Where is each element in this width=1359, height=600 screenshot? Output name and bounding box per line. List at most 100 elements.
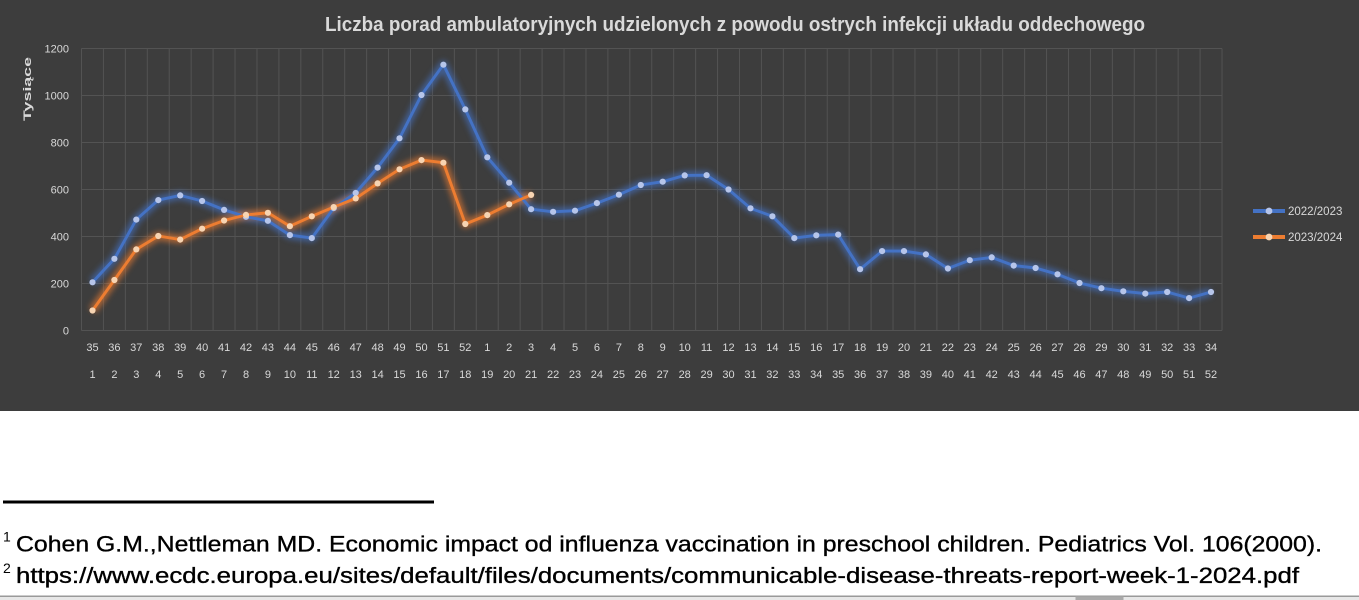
svg-text:46: 46 bbox=[1073, 369, 1085, 381]
svg-text:7: 7 bbox=[616, 342, 622, 354]
svg-text:31: 31 bbox=[744, 369, 756, 381]
svg-text:33: 33 bbox=[1183, 342, 1195, 354]
svg-text:43: 43 bbox=[262, 342, 274, 354]
svg-text:40: 40 bbox=[942, 369, 954, 381]
svg-text:43: 43 bbox=[1008, 369, 1020, 381]
svg-text:46: 46 bbox=[328, 342, 340, 354]
svg-text:2022/2023: 2022/2023 bbox=[1288, 206, 1342, 218]
svg-text:1: 1 bbox=[89, 369, 95, 381]
svg-text:400: 400 bbox=[51, 232, 69, 244]
svg-text:15: 15 bbox=[788, 342, 800, 354]
svg-text:31: 31 bbox=[1139, 342, 1151, 354]
svg-text:48: 48 bbox=[1117, 369, 1129, 381]
svg-text:13: 13 bbox=[350, 369, 362, 381]
svg-text:50: 50 bbox=[415, 342, 427, 354]
svg-text:44: 44 bbox=[284, 342, 296, 354]
svg-text:32: 32 bbox=[766, 369, 778, 381]
svg-text:7: 7 bbox=[221, 369, 227, 381]
svg-text:13: 13 bbox=[744, 342, 756, 354]
svg-text:2: 2 bbox=[111, 369, 117, 381]
svg-text:1: 1 bbox=[484, 342, 490, 354]
svg-text:26: 26 bbox=[635, 369, 647, 381]
svg-text:28: 28 bbox=[1073, 342, 1085, 354]
svg-text:22: 22 bbox=[547, 369, 559, 381]
svg-text:20: 20 bbox=[898, 342, 910, 354]
svg-text:16: 16 bbox=[810, 342, 822, 354]
svg-text:25: 25 bbox=[1008, 342, 1020, 354]
svg-text:6: 6 bbox=[594, 342, 600, 354]
svg-text:19: 19 bbox=[481, 369, 493, 381]
svg-text:50: 50 bbox=[1161, 369, 1173, 381]
svg-text:29: 29 bbox=[700, 369, 712, 381]
svg-text:47: 47 bbox=[350, 342, 362, 354]
svg-text:3: 3 bbox=[133, 369, 139, 381]
svg-text:34: 34 bbox=[1205, 342, 1217, 354]
svg-text:51: 51 bbox=[437, 342, 449, 354]
svg-text:1200: 1200 bbox=[45, 44, 69, 56]
svg-text:12: 12 bbox=[722, 342, 734, 354]
svg-text:10: 10 bbox=[284, 369, 296, 381]
svg-text:25: 25 bbox=[613, 369, 625, 381]
svg-text:800: 800 bbox=[51, 138, 69, 150]
svg-text:Cohen G.M.,Nettleman MD. Econo: Cohen G.M.,Nettleman MD. Economic impact… bbox=[16, 532, 1322, 557]
svg-text:39: 39 bbox=[174, 342, 186, 354]
svg-text:4: 4 bbox=[155, 369, 161, 381]
svg-text:30: 30 bbox=[1117, 342, 1129, 354]
svg-text:21: 21 bbox=[525, 369, 537, 381]
svg-text:600: 600 bbox=[51, 185, 69, 197]
svg-text:1000: 1000 bbox=[45, 91, 69, 103]
svg-text:27: 27 bbox=[657, 369, 669, 381]
svg-text:12: 12 bbox=[328, 369, 340, 381]
svg-text:5: 5 bbox=[177, 369, 183, 381]
svg-text:26: 26 bbox=[1029, 342, 1041, 354]
svg-text:38: 38 bbox=[898, 369, 910, 381]
svg-text:2: 2 bbox=[3, 560, 11, 576]
svg-text:28: 28 bbox=[679, 369, 691, 381]
svg-text:8: 8 bbox=[243, 369, 249, 381]
svg-text:18: 18 bbox=[854, 342, 866, 354]
svg-text:16: 16 bbox=[415, 369, 427, 381]
svg-text:41: 41 bbox=[964, 369, 976, 381]
svg-text:27: 27 bbox=[1051, 342, 1063, 354]
svg-text:15: 15 bbox=[393, 369, 405, 381]
svg-text:24: 24 bbox=[986, 342, 998, 354]
svg-text:42: 42 bbox=[986, 369, 998, 381]
svg-text:48: 48 bbox=[371, 342, 383, 354]
svg-text:37: 37 bbox=[876, 369, 888, 381]
svg-text:29: 29 bbox=[1095, 342, 1107, 354]
svg-text:Tysiące: Tysiące bbox=[22, 57, 34, 121]
svg-text:21: 21 bbox=[920, 342, 932, 354]
svg-text:0: 0 bbox=[63, 326, 69, 338]
svg-text:45: 45 bbox=[1051, 369, 1063, 381]
svg-text:1: 1 bbox=[3, 529, 11, 545]
svg-text:2: 2 bbox=[506, 342, 512, 354]
svg-text:8: 8 bbox=[638, 342, 644, 354]
svg-text:40: 40 bbox=[196, 342, 208, 354]
svg-text:Liczba porad ambulatoryjnych u: Liczba porad ambulatoryjnych udzielonych… bbox=[325, 14, 1145, 36]
svg-text:47: 47 bbox=[1095, 369, 1107, 381]
svg-text:14: 14 bbox=[766, 342, 778, 354]
svg-text:30: 30 bbox=[722, 369, 734, 381]
svg-text:14: 14 bbox=[371, 369, 383, 381]
svg-text:32: 32 bbox=[1161, 342, 1173, 354]
svg-text:24: 24 bbox=[591, 369, 603, 381]
svg-text:49: 49 bbox=[1139, 369, 1151, 381]
svg-text:23: 23 bbox=[964, 342, 976, 354]
svg-text:44: 44 bbox=[1029, 369, 1041, 381]
svg-text:10: 10 bbox=[679, 342, 691, 354]
svg-text:9: 9 bbox=[265, 369, 271, 381]
svg-text:6: 6 bbox=[199, 369, 205, 381]
svg-text:https://www.ecdc.europa.eu/sit: https://www.ecdc.europa.eu/sites/default… bbox=[16, 563, 1300, 588]
svg-text:9: 9 bbox=[660, 342, 666, 354]
svg-text:51: 51 bbox=[1183, 369, 1195, 381]
svg-text:5: 5 bbox=[572, 342, 578, 354]
svg-text:33: 33 bbox=[788, 369, 800, 381]
svg-text:37: 37 bbox=[130, 342, 142, 354]
svg-text:49: 49 bbox=[393, 342, 405, 354]
svg-text:17: 17 bbox=[832, 342, 844, 354]
svg-text:11: 11 bbox=[701, 342, 712, 354]
svg-text:19: 19 bbox=[876, 342, 888, 354]
svg-text:23: 23 bbox=[569, 369, 581, 381]
svg-text:34: 34 bbox=[810, 369, 822, 381]
svg-text:52: 52 bbox=[459, 342, 471, 354]
